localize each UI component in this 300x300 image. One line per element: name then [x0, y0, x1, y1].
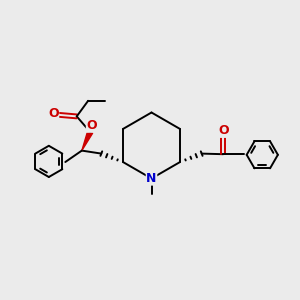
Text: O: O: [218, 124, 229, 137]
Text: O: O: [86, 119, 97, 132]
Text: O: O: [48, 107, 58, 121]
Text: N: N: [146, 172, 157, 185]
Polygon shape: [82, 131, 93, 151]
